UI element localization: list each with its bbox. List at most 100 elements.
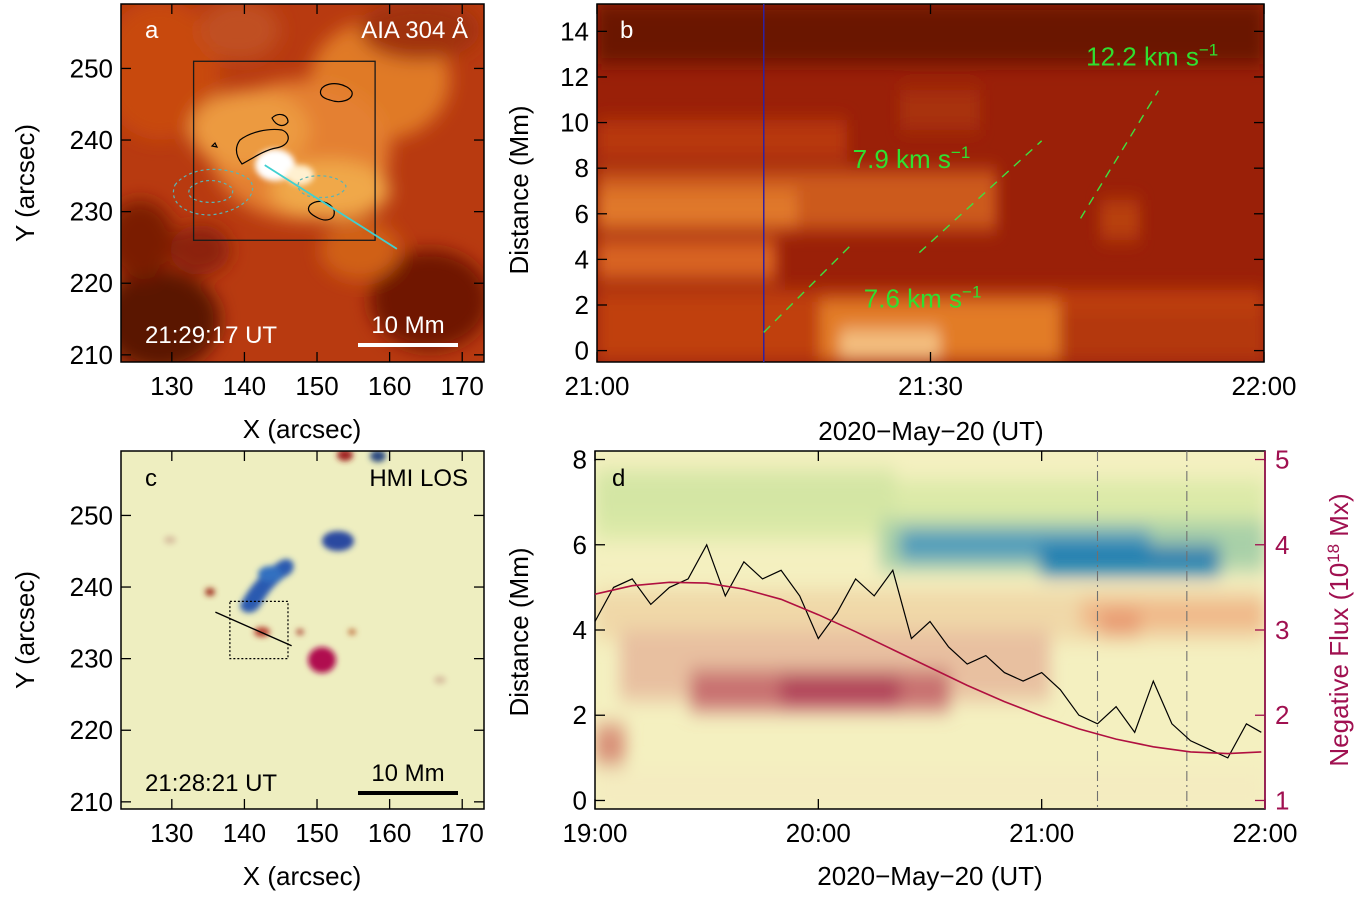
panel-a-negative-contours: [172, 168, 347, 216]
panel-b-axes: 21:00 21:30 22:00 0 2 4 6 8 10 12 14: [560, 4, 1297, 401]
panel-b-fits: 7.6 km s−17.9 km s−112.2 km s−1: [763, 41, 1218, 333]
x-tick-label: 170: [441, 818, 484, 848]
x-tick-label: 130: [150, 818, 193, 848]
y2-tick-label: 5: [1275, 445, 1289, 475]
y-tick-label: 240: [70, 572, 113, 602]
y-tick-label: 0: [575, 336, 589, 366]
panel-d-y2label: Negative Flux (1018 Mx): [1324, 493, 1354, 766]
panel-d-series: [594, 543, 1262, 759]
y-tick-label: 210: [70, 340, 113, 370]
x-tick-label: 21:30: [898, 371, 963, 401]
y-tick-label: 250: [70, 500, 113, 530]
fit-speed-superscript: −1: [951, 143, 970, 162]
y-tick-label: 2: [573, 700, 587, 730]
negative-flux-line: [594, 543, 1262, 759]
x-tick-label: 140: [223, 818, 266, 848]
panel-a-ylabel: Y (arcsec): [10, 124, 40, 242]
y-tick-label: 4: [575, 244, 589, 274]
y-tick-label: 250: [70, 53, 113, 83]
y-tick-label: 0: [573, 785, 587, 815]
y2-tick-label: 4: [1275, 530, 1289, 560]
y-tick-label: 220: [70, 715, 113, 745]
x-tick-label: 22:00: [1231, 371, 1296, 401]
panel-d-y2label-superscript: 18: [1324, 544, 1343, 563]
panel-d-image: [595, 451, 1265, 809]
y-tick-label: 230: [70, 644, 113, 674]
fit-line: [1079, 90, 1159, 219]
fit-speed-label: 7.6 km s−1: [864, 282, 982, 313]
panel-b-xlabel: 2020−May−20 (UT): [818, 416, 1043, 446]
fit-speed-superscript: −1: [1199, 41, 1218, 60]
y-tick-label: 240: [70, 125, 113, 155]
y-tick-label: 4: [573, 615, 587, 645]
y-tick-label: 12: [560, 62, 589, 92]
y-tick-label: 6: [573, 530, 587, 560]
y-tick-label: 14: [560, 16, 589, 46]
panel-a-timestamp: 21:29:17 UT: [145, 322, 277, 349]
panel-a-scale-bar-label: 10 Mm: [371, 312, 444, 339]
fit-speed-superscript: −1: [962, 282, 981, 301]
panel-c-timestamp: 21:28:21 UT: [145, 770, 277, 797]
x-tick-label: 160: [368, 371, 411, 401]
y-tick-label: 220: [70, 268, 113, 298]
fit-line: [763, 242, 854, 333]
x-tick-label: 19:00: [562, 818, 627, 848]
panel-c-instrument-label: HMI LOS: [369, 465, 468, 492]
x-tick-label: 20:00: [786, 818, 851, 848]
y-tick-label: 8: [573, 445, 587, 475]
x-tick-label: 140: [223, 371, 266, 401]
panel-a-instrument-label: AIA 304 Å: [361, 16, 468, 44]
panel-a: a AIA 304 Å 21:29:17 UT 10 Mm 130 140 150 1…: [10, 3, 485, 444]
x-tick-label: 160: [368, 818, 411, 848]
panel-a-slit: [264, 164, 398, 250]
panel-d-y2label-text: Negative Flux (10: [1324, 563, 1354, 767]
x-tick-label: 150: [295, 371, 338, 401]
negative-flux-fit-line: [594, 581, 1262, 755]
x-tick-label: 130: [150, 371, 193, 401]
panel-a-roi-box: [192, 60, 376, 241]
panel-c-xlabel: X (arcsec): [243, 861, 361, 891]
x-tick-label: 170: [441, 371, 484, 401]
y-tick-label: 10: [560, 108, 589, 138]
panel-d-axes: 19:00 20:00 21:00 22:00 0 2 4 6 8 1 2 3 4 5: [562, 445, 1297, 848]
panel-d-xlabel: 2020−May−20 (UT): [817, 861, 1042, 891]
x-tick-label: 22:00: [1232, 818, 1297, 848]
y2-tick-label: 3: [1275, 615, 1289, 645]
panel-c: c HMI LOS 21:28:21 UT 10 Mm 130 140 150 160…: [10, 450, 485, 891]
panel-d: d 19:00 20:00 21:00 22:00 0 2 4 6 8 1 2 3 4 5 2020−Ma…: [504, 445, 1354, 891]
panel-b-image: [597, 4, 1264, 362]
y-tick-label: 8: [575, 153, 589, 183]
fit-speed-label: 12.2 km s−1: [1086, 41, 1218, 72]
fit-speed-value: 7.6 km s: [864, 283, 962, 313]
panel-c-scale-bar-label: 10 Mm: [371, 760, 444, 787]
panel-b: 7.6 km s−17.9 km s−112.2 km s−1 b 21:00 2…: [504, 3, 1297, 446]
panel-c-image: [121, 451, 484, 809]
y-tick-label: 210: [70, 787, 113, 817]
panel-c-roi-box: [229, 600, 289, 660]
x-tick-label: 21:00: [564, 371, 629, 401]
panel-c-label: c: [145, 465, 157, 492]
x-tick-label: 21:00: [1009, 818, 1074, 848]
panel-b-ylabel: Distance (Mm): [504, 105, 534, 274]
panel-b-label: b: [620, 17, 633, 44]
panel-c-frame: [120, 450, 485, 810]
panel-a-xlabel: X (arcsec): [243, 414, 361, 444]
x-tick-label: 150: [295, 818, 338, 848]
panel-a-frame: [120, 3, 485, 363]
panel-c-ylabel: Y (arcsec): [10, 571, 40, 689]
y-tick-label: 6: [575, 199, 589, 229]
panel-c-slit: [215, 611, 292, 647]
panel-a-axes: 130 140 150 160 170 210 220 230 240 250: [70, 4, 484, 401]
panel-d-y2label-suffix: Mx): [1324, 493, 1354, 544]
fit-speed-label: 7.9 km s−1: [853, 143, 971, 174]
panel-a-image: [121, 4, 484, 362]
y-tick-label: 230: [70, 197, 113, 227]
panel-d-label: d: [612, 465, 625, 492]
fit-line: [918, 140, 1043, 254]
panel-a-label: a: [145, 17, 159, 44]
panel-d-ylabel: Distance (Mm): [504, 547, 534, 716]
y-tick-label: 2: [575, 290, 589, 320]
panel-c-axes: 130 140 150 160 170 210 220 230 240 250: [70, 451, 484, 848]
y2-tick-label: 1: [1275, 785, 1289, 815]
